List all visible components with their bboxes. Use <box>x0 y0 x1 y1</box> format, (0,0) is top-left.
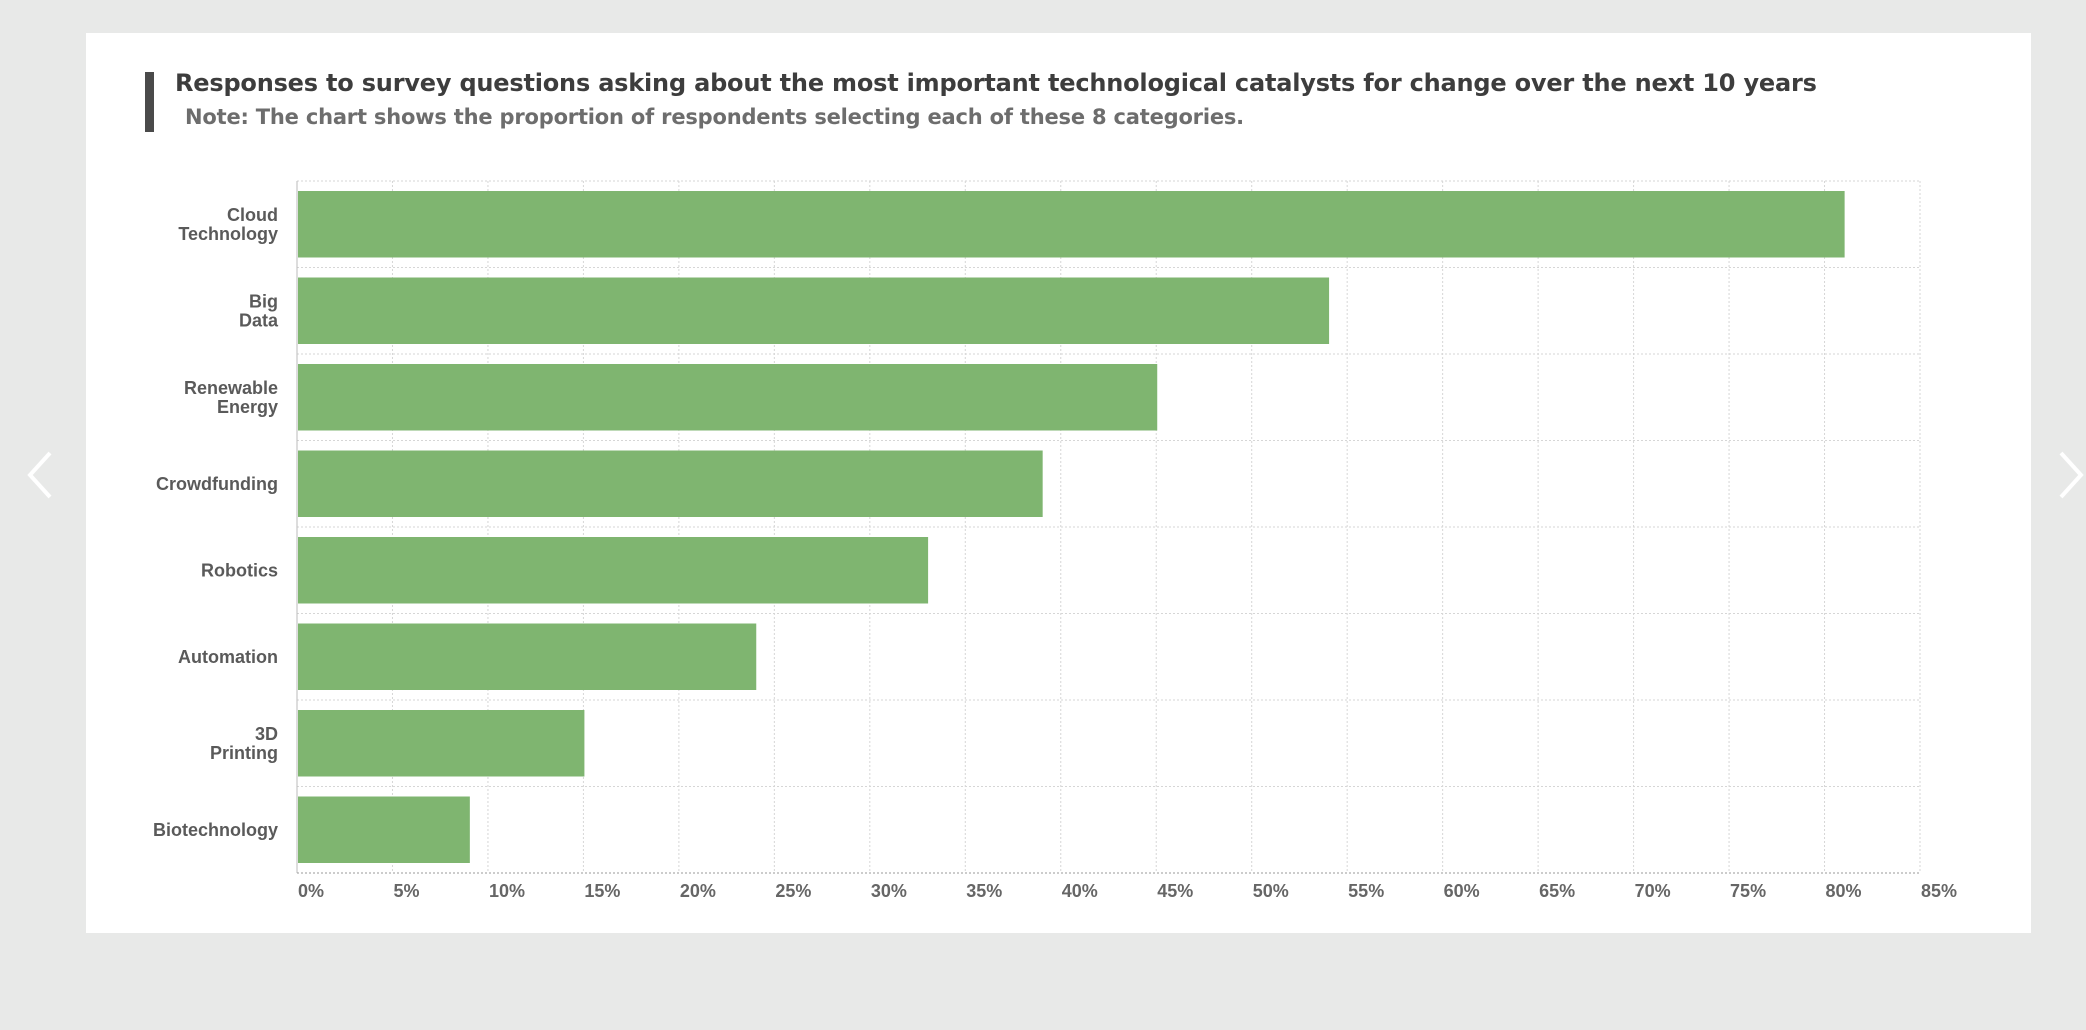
category-labels: Cloud Technology Big Data Renewable Energy Cro… <box>153 205 279 840</box>
x-tick-label: 35% <box>966 881 1002 901</box>
bar <box>298 450 1043 517</box>
x-tick-label: 85% <box>1921 881 1957 901</box>
grid-lines <box>296 180 1921 874</box>
chevron-right-icon <box>2059 451 2084 499</box>
bar <box>298 623 757 690</box>
chart-card: Responses to survey questions asking abo… <box>86 33 2031 933</box>
x-tick-label: 75% <box>1730 881 1766 901</box>
x-tick-label: 80% <box>1826 881 1862 901</box>
x-tick-label: 65% <box>1539 881 1575 901</box>
x-tick-label: 15% <box>584 881 620 901</box>
x-tick-label: 55% <box>1348 881 1384 901</box>
chevron-left-icon <box>27 451 52 499</box>
bar <box>298 796 470 863</box>
bars <box>298 191 1845 863</box>
chart-title: Responses to survey questions asking abo… <box>175 69 1817 97</box>
bar-chart: Cloud Technology Big Data Renewable Energy Cro… <box>153 180 1957 901</box>
x-tick-label: 50% <box>1253 881 1289 901</box>
bar <box>298 277 1330 344</box>
prev-slide-button[interactable] <box>22 445 62 505</box>
x-tick-label: 10% <box>489 881 525 901</box>
category-label: Crowdfunding <box>156 474 278 494</box>
category-label: Robotics <box>201 560 278 580</box>
category-label: Biotechnology <box>153 820 278 840</box>
bar <box>298 537 929 604</box>
x-tick-label: 5% <box>393 881 419 901</box>
x-tick-label: 25% <box>775 881 811 901</box>
x-tick-label: 30% <box>871 881 907 901</box>
x-tick-label: 0% <box>298 881 324 901</box>
category-label: 3D Printing <box>210 724 278 763</box>
x-tick-label: 40% <box>1062 881 1098 901</box>
bar <box>298 710 585 777</box>
category-label: Automation <box>178 647 278 667</box>
x-tick-labels: 0% 5% 10% 15% 20% 25% 30% 35% 40% 45% 50% 55% 60% 65%… <box>298 881 1957 901</box>
bar <box>298 364 1158 431</box>
next-slide-button[interactable] <box>2051 445 2086 505</box>
title-accent-bar <box>145 72 154 132</box>
chart-subtitle: Note: The chart shows the proportion of … <box>185 105 1244 129</box>
x-tick-label: 70% <box>1635 881 1671 901</box>
category-label: Big Data <box>239 291 279 330</box>
x-tick-label: 20% <box>680 881 716 901</box>
x-tick-label: 45% <box>1157 881 1193 901</box>
category-label: Renewable Energy <box>184 378 278 417</box>
category-label: Cloud Technology <box>178 205 278 244</box>
bar <box>298 191 1845 258</box>
x-tick-label: 60% <box>1444 881 1480 901</box>
